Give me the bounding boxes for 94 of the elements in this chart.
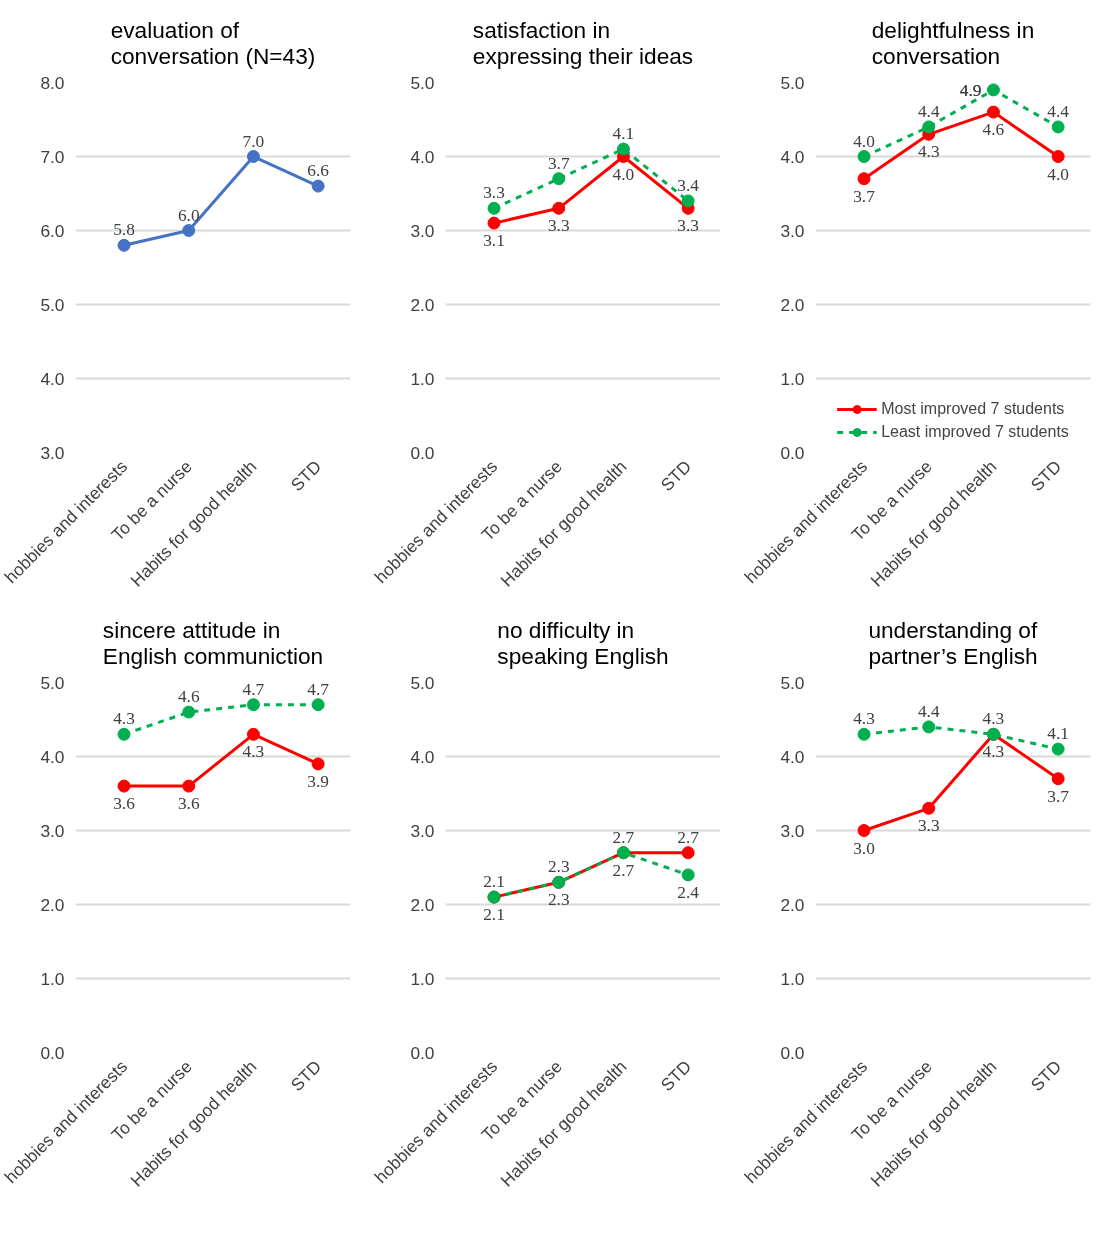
data-label: 2.3 [547,857,570,877]
data-label: 3.7 [547,153,570,173]
data-label: 4.4 [917,701,940,721]
data-label: 4.3 [242,742,265,762]
data-label: 3.0 [853,838,875,858]
y-tick-label: 2.0 [410,294,435,315]
y-tick-label: 5.0 [40,672,65,693]
y-tick-label: 4.0 [40,368,65,389]
data-label: 3.6 [177,794,200,814]
data-label: 5.8 [113,220,135,240]
y-tick-label: 3.0 [780,820,805,841]
y-tick-label: 0.0 [40,1042,65,1063]
data-label: 4.0 [1047,164,1069,184]
data-label: 2.7 [612,860,635,880]
y-tick-label: 2.0 [40,894,65,915]
y-tick-label: 3.0 [780,220,805,241]
data-label: 3.4 [677,175,700,195]
y-tick-label: 4.0 [780,146,805,167]
data-label: 3.6 [113,794,136,814]
y-tick-label: 5.0 [410,72,435,93]
data-label: 4.7 [242,679,265,699]
y-tick-label: 4.0 [410,146,435,167]
data-label: 4.1 [612,124,635,144]
y-tick-label: 7.0 [40,146,65,167]
y-tick-label: 1.0 [40,968,65,989]
y-tick-label: 0.0 [780,442,805,463]
data-label: 4.1 [1047,724,1069,744]
x-tick-label: STD [1026,1056,1066,1096]
data-label: 3.3 [917,816,940,836]
y-tick-label: 5.0 [780,672,805,693]
chart-title: satisfaction in expressing their ideas [472,16,694,69]
y-tick-label: 4.0 [410,746,435,767]
data-label: 3.3 [677,216,699,236]
y-tick-label: 3.0 [410,220,435,241]
y-tick-label: 6.0 [40,220,65,241]
data-label: 2.3 [547,890,570,910]
data-label: 6.6 [307,161,330,181]
data-label: 4.3 [982,742,1005,762]
data-label: 3.7 [853,186,876,206]
data-label: 3.3 [547,216,570,236]
data-label: 2.1 [483,872,505,892]
data-label: 4.0 [612,164,635,184]
data-label: 4.6 [177,687,200,707]
data-label: 4.3 [113,709,135,729]
y-tick-label: 3.0 [410,820,435,841]
data-label: 4.3 [853,709,875,729]
x-tick-label: STD [656,456,696,496]
chart-title: understanding of partner’s English [868,616,1038,669]
y-tick-label: 0.0 [410,442,435,463]
y-tick-label: 2.0 [780,294,805,315]
y-tick-label: 5.0 [410,672,435,693]
data-label: 3.1 [483,231,505,251]
data-label: 3.7 [1047,786,1070,806]
x-tick-label: STD [286,456,326,496]
y-tick-label: 5.0 [40,294,65,315]
y-tick-label: 2.0 [780,894,805,915]
data-label: 4.9 [959,81,982,101]
x-tick-label: STD [656,1056,696,1096]
data-label: 2.4 [677,882,700,902]
chart-title: sincere attitude in English communiction [102,616,324,669]
y-tick-label: 1.0 [780,968,805,989]
y-tick-label: 4.0 [40,746,65,767]
data-label: 3.9 [307,771,329,791]
data-label: 6.0 [177,205,200,225]
data-label: 2.1 [483,905,505,925]
y-tick-label: 8.0 [40,72,65,93]
y-tick-label: 3.0 [40,820,65,841]
y-tick-label: 4.0 [780,746,805,767]
y-tick-label: 2.0 [410,894,435,915]
data-label: 2.7 [612,827,635,847]
y-tick-label: 1.0 [410,968,435,989]
y-tick-label: 5.0 [780,72,805,93]
legend-label: Most improved 7 students [881,400,1065,418]
data-label: 4.4 [917,101,940,121]
x-tick-label: STD [286,1056,326,1096]
y-tick-label: 1.0 [410,368,435,389]
legend-label: Least improved 7 students [881,423,1069,441]
y-tick-label: 3.0 [40,442,65,463]
data-label: 3.3 [483,183,505,203]
data-label: 4.0 [853,131,875,151]
chart-title: evaluation of conversation (N=43) [110,16,316,69]
x-tick-label: STD [1026,456,1066,496]
y-tick-label: 0.0 [410,1042,435,1063]
data-label: 4.7 [307,679,330,699]
data-label: 4.3 [982,709,1005,729]
data-label: 4.4 [1047,101,1070,121]
data-label: 2.7 [677,827,700,847]
data-label: 4.6 [982,120,1005,140]
data-label: 4.3 [917,142,940,162]
chart-title: delightfulness in conversation [871,16,1035,69]
data-label: 7.0 [242,131,265,151]
y-tick-label: 1.0 [780,368,805,389]
chart-title: no difficulty in speaking English [497,616,669,669]
y-tick-label: 0.0 [780,1042,805,1063]
